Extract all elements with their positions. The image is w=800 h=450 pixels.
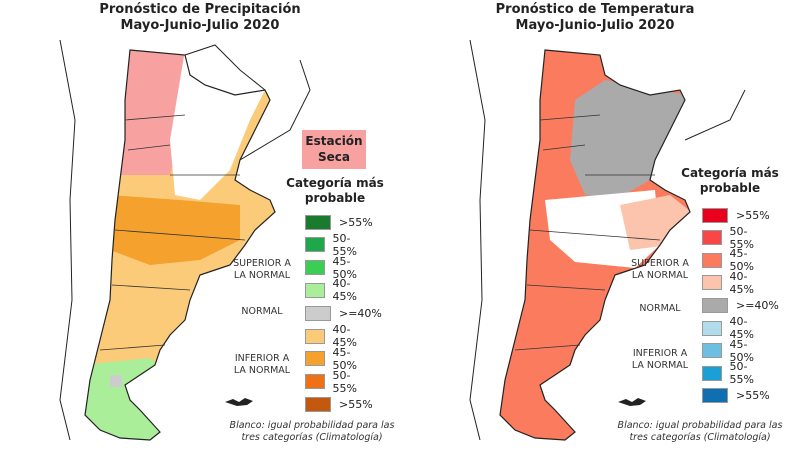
legend-item: 45-50% — [305, 346, 363, 372]
temp-legend-title: Categoría más probable — [681, 166, 779, 195]
legend-item: >=40% — [702, 297, 779, 313]
legend-swatch — [702, 252, 722, 268]
dry-season-label: Estación Seca — [302, 130, 366, 169]
legend-label: 40-45% — [332, 323, 357, 349]
legend-swatch — [305, 214, 331, 230]
legend-swatch — [702, 343, 722, 359]
legend-label: >55% — [339, 397, 373, 411]
temp-title: Pronóstico de Temperatura Mayo-Junio-Juli… — [495, 2, 695, 33]
legend-swatch — [305, 260, 325, 276]
legend-item: >55% — [702, 388, 770, 404]
legend-item: 50-55% — [702, 360, 760, 386]
temperature-map — [500, 50, 690, 440]
temp-group-inferior: INFERIOR A LA NORMAL — [631, 348, 689, 371]
legend-item: 45-50% — [702, 247, 760, 273]
precip-title: Pronóstico de Precipitación Mayo-Junio-Ju… — [99, 2, 301, 33]
legend-item: 40-45% — [305, 277, 363, 303]
temp-group-normal: NORMAL — [639, 303, 681, 314]
legend-swatch — [305, 328, 325, 344]
region-below-45-50 — [110, 195, 240, 265]
precipitation-map — [85, 50, 275, 440]
legend-label: 45-50% — [332, 345, 357, 372]
region-normal — [570, 80, 690, 200]
legend-swatch — [702, 365, 722, 381]
legend-item: 45-50% — [305, 255, 363, 281]
legend-label: >=40% — [736, 298, 779, 312]
legend-item: >55% — [702, 207, 770, 223]
legend-label: >=40% — [339, 306, 382, 320]
legend-swatch — [702, 230, 722, 246]
legend-item: 45-50% — [702, 338, 760, 364]
legend-label: >55% — [339, 215, 373, 229]
legend-item: >55% — [305, 396, 373, 412]
legend-item: 40-45% — [702, 270, 760, 296]
precip-group-superior: SUPERIOR A LA NORMAL — [233, 258, 291, 281]
legend-label: 45-50% — [729, 247, 754, 274]
legend-swatch — [305, 237, 325, 253]
legend-swatch — [702, 297, 728, 313]
precip-legend-title: Categoría más probable — [286, 176, 384, 205]
legend-label: >55% — [736, 208, 770, 222]
temp-note: Blanco: igual probabilidad para las tres… — [617, 420, 783, 443]
legend-label: 50-55% — [332, 231, 357, 258]
legend-swatch — [702, 388, 728, 404]
precip-group-inferior: INFERIOR A LA NORMAL — [233, 353, 291, 376]
islands-icon — [618, 398, 646, 406]
legend-item: 50-55% — [305, 369, 363, 395]
temp-group-superior: SUPERIOR A LA NORMAL — [631, 258, 689, 281]
legend-swatch — [305, 396, 331, 412]
legend-swatch — [305, 305, 331, 321]
legend-label: 50-55% — [332, 368, 357, 395]
legend-label: 45-50% — [729, 337, 754, 364]
legend-item: >55% — [305, 214, 373, 230]
legend-item: 50-55% — [305, 232, 363, 258]
legend-label: 50-55% — [729, 360, 754, 387]
legend-item: 40-45% — [702, 315, 760, 341]
islands-icon — [225, 398, 253, 406]
legend-item: >=40% — [305, 305, 382, 321]
legend-swatch — [702, 275, 722, 291]
precip-group-normal: NORMAL — [241, 306, 283, 317]
precip-note: Blanco: igual probabilidad para las tres… — [229, 420, 395, 443]
legend-item: 50-55% — [702, 225, 760, 251]
legend-swatch — [305, 351, 325, 367]
legend-label: 40-45% — [332, 277, 357, 304]
legend-label: 50-55% — [729, 224, 754, 251]
legend-swatch — [702, 320, 722, 336]
legend-item: 40-45% — [305, 323, 363, 349]
legend-label: 40-45% — [729, 269, 754, 296]
legend-swatch — [702, 207, 728, 223]
legend-label: 45-50% — [332, 254, 357, 281]
legend-label: >55% — [736, 389, 770, 403]
legend-label: 40-45% — [729, 315, 754, 341]
legend-swatch — [305, 282, 325, 298]
legend-swatch — [305, 374, 325, 390]
